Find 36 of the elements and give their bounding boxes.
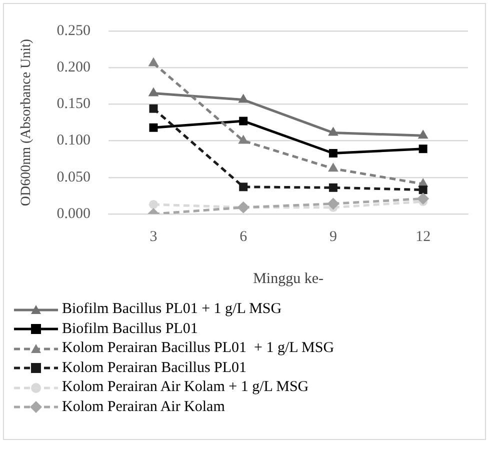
y-tick-label: 0.150 (56, 96, 91, 112)
y-axis-title: OD600nm (Absorbance Unit) (19, 38, 34, 206)
point (149, 104, 158, 113)
legend-label: Kolom Perairan Air Kolam + 1 g/L MSG (62, 379, 309, 396)
point (148, 57, 159, 66)
point (328, 149, 338, 158)
y-tick-label: 0.050 (56, 169, 91, 186)
x-tick-label: 3 (150, 228, 158, 245)
y-tick-label: 0.250 (56, 22, 91, 39)
point (238, 94, 249, 103)
point (417, 192, 430, 205)
point (418, 144, 428, 154)
x-axis-title: Minggu ke- (253, 270, 324, 287)
point (148, 87, 159, 96)
legend-label: Biofilm Bacillus PL01 (62, 320, 198, 338)
x-tick-label: 9 (329, 228, 337, 245)
y-tick-label: 0.000 (56, 206, 91, 222)
point (328, 126, 338, 136)
point (149, 123, 158, 132)
point (327, 198, 340, 210)
point (239, 116, 248, 126)
point (238, 134, 249, 144)
point (148, 200, 158, 209)
legend-label: Kolom Perairan Air Kolam (62, 398, 225, 416)
point (418, 186, 428, 194)
point (328, 183, 338, 192)
point (328, 162, 338, 172)
x-tick-label: 12 (416, 228, 431, 245)
point (418, 130, 428, 139)
legend-label: Biofilm Bacillus PL01 + 1 g/L MSG (62, 301, 282, 318)
legend-label: Kolom Perairan Bacillus PL01 (62, 360, 247, 377)
y-tick-label: 0.200 (56, 60, 91, 76)
legend-label: Kolom Perairan Bacillus PL01 + 1 g/L MSG (62, 340, 334, 358)
point (239, 182, 248, 192)
x-tick-label: 6 (240, 228, 248, 245)
y-tick-label: 0.100 (56, 132, 91, 149)
